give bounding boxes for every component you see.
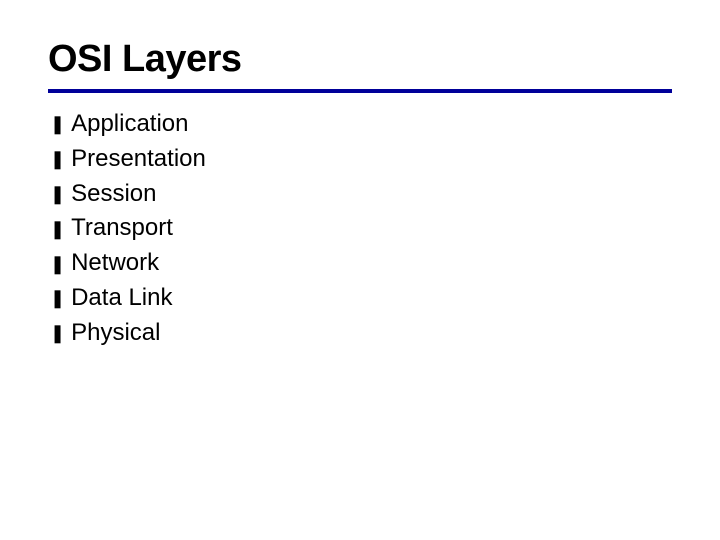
list-item: ❚ Network [50, 246, 672, 281]
bullet-icon: ❚ [50, 320, 65, 346]
list-item: ❚ Physical [50, 316, 672, 351]
list-item-label: Data Link [71, 281, 172, 316]
list-item: ❚ Data Link [50, 281, 672, 316]
bullet-icon: ❚ [50, 216, 65, 242]
list-item-label: Transport [71, 211, 173, 246]
list-item-label: Application [71, 107, 188, 142]
layers-list: ❚ Application ❚ Presentation ❚ Session ❚… [48, 107, 672, 351]
bullet-icon: ❚ [50, 181, 65, 207]
list-item: ❚ Application [50, 107, 672, 142]
bullet-icon: ❚ [50, 111, 65, 137]
slide-title: OSI Layers [48, 38, 672, 81]
bullet-icon: ❚ [50, 146, 65, 172]
list-item-label: Session [71, 177, 156, 212]
list-item: ❚ Transport [50, 211, 672, 246]
list-item-label: Network [71, 246, 159, 281]
list-item-label: Physical [71, 316, 160, 351]
list-item-label: Presentation [71, 142, 206, 177]
list-item: ❚ Session [50, 177, 672, 212]
title-underline [48, 89, 672, 93]
list-item: ❚ Presentation [50, 142, 672, 177]
bullet-icon: ❚ [50, 251, 65, 277]
bullet-icon: ❚ [50, 285, 65, 311]
